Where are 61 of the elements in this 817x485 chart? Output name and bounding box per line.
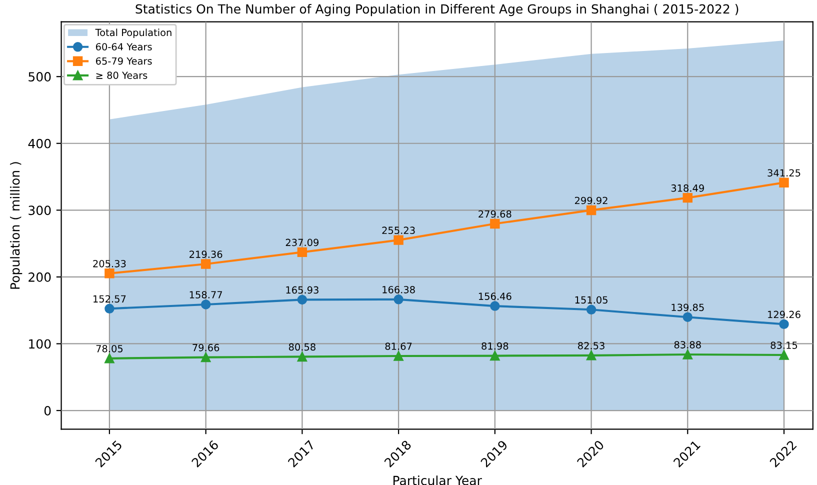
data-label: 237.09 (286, 238, 319, 246)
data-label: 78.05 (96, 344, 123, 352)
point (490, 350, 500, 361)
point (297, 352, 308, 362)
data-label: 255.23 (382, 226, 415, 234)
data-label: 158.77 (190, 291, 222, 298)
y-tick-label: 100 (29, 339, 51, 349)
point (200, 300, 211, 310)
point (394, 294, 404, 304)
point (586, 350, 596, 360)
data-label: 81.67 (385, 342, 412, 350)
data-label: 139.85 (672, 304, 704, 312)
chart-title: Statistics On The Number of Aging Population in Different Age Groups in Shanghai ( 2015-2022 ) (136, 4, 738, 16)
data-label: 129.26 (768, 310, 800, 318)
point (394, 351, 404, 361)
point (104, 268, 114, 278)
x-axis-title: Particular Year (393, 476, 482, 485)
legend-label: 65-79 Years (96, 57, 152, 65)
y-tick-label: 200 (28, 272, 51, 282)
point (394, 235, 404, 245)
data-label: 152.57 (94, 295, 126, 303)
point (490, 218, 500, 229)
point (779, 319, 789, 330)
data-label: 219.36 (190, 250, 222, 258)
y-axis-title: Population ( million ) (10, 162, 22, 289)
y-tick-label: 400 (28, 138, 51, 148)
data-label: 83.88 (674, 341, 701, 348)
data-label: 279.68 (478, 210, 512, 218)
data-label: 156.46 (478, 292, 512, 300)
point (682, 350, 693, 360)
data-label: 80.58 (288, 343, 316, 351)
y-tick-label: 0 (44, 406, 51, 416)
data-label: 79.66 (192, 344, 220, 352)
point (779, 350, 789, 360)
legend-label: Total Population (95, 28, 172, 38)
point (104, 354, 114, 364)
point (779, 178, 789, 188)
legend-label: 60-64 Years (96, 43, 152, 50)
point (586, 304, 596, 315)
data-label: 318.49 (671, 184, 704, 192)
point (297, 247, 308, 258)
point (200, 352, 211, 362)
data-label: 341.25 (768, 169, 800, 177)
data-label: 81.98 (482, 342, 508, 350)
data-label: 83.15 (770, 342, 798, 349)
data-label: 205.33 (93, 260, 126, 268)
data-label: 82.53 (578, 342, 604, 350)
point (104, 304, 114, 314)
point (297, 294, 308, 305)
legend-label: ≥ 80 Years (96, 72, 148, 79)
data-label: 299.92 (574, 196, 608, 204)
point (490, 301, 500, 311)
point (682, 312, 693, 322)
y-tick-label: 300 (28, 206, 51, 216)
point (682, 192, 693, 203)
data-label: 166.38 (382, 286, 415, 294)
y-tick-label: 500 (28, 72, 51, 82)
point (200, 259, 211, 269)
data-label: 165.93 (286, 286, 318, 294)
point (586, 205, 596, 216)
data-label: 151.05 (575, 296, 608, 304)
